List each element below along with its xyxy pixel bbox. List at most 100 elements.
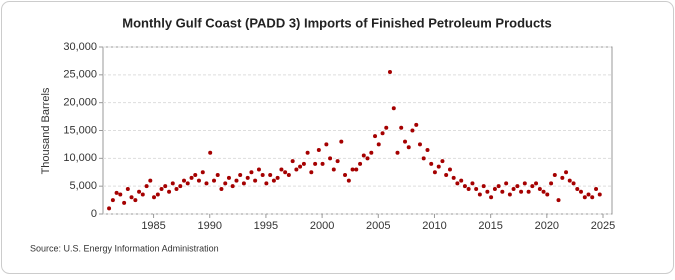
point: [155, 192, 160, 197]
y-tick-label: 25,000: [63, 69, 97, 81]
point: [481, 184, 486, 189]
point: [313, 161, 318, 166]
point: [283, 170, 288, 175]
point: [110, 198, 115, 203]
point: [534, 181, 539, 186]
chart-title: Monthly Gulf Coast (PADD 3) Imports of F…: [122, 15, 552, 30]
point: [376, 142, 381, 147]
point: [537, 186, 542, 191]
point: [391, 106, 396, 111]
point: [268, 173, 273, 178]
x-tick-label: 1985: [141, 220, 165, 232]
point: [301, 161, 306, 166]
point: [515, 184, 520, 189]
point: [552, 173, 557, 178]
x-tick-label: 2015: [478, 220, 502, 232]
point: [549, 181, 554, 186]
point: [522, 181, 527, 186]
point: [114, 190, 119, 195]
point: [440, 159, 445, 164]
x-tick-label: 1990: [198, 220, 222, 232]
y-tick-label: 5,000: [69, 180, 97, 192]
point: [399, 125, 404, 130]
point: [511, 186, 516, 191]
point: [264, 181, 269, 186]
point: [354, 167, 359, 172]
point: [414, 122, 419, 127]
point: [474, 186, 479, 191]
point: [339, 139, 344, 144]
point: [578, 189, 583, 194]
point: [350, 167, 355, 172]
point: [519, 189, 524, 194]
plot-area: [102, 46, 613, 215]
point: [107, 206, 112, 211]
point: [238, 173, 243, 178]
point: [249, 170, 254, 175]
point: [256, 167, 261, 172]
point: [373, 134, 378, 139]
point: [466, 186, 471, 191]
point: [253, 178, 258, 183]
point: [189, 175, 194, 180]
point: [140, 192, 145, 197]
point: [586, 192, 591, 197]
point: [298, 164, 303, 169]
point: [159, 186, 164, 191]
point: [447, 167, 452, 172]
point: [286, 173, 291, 178]
point: [582, 195, 587, 200]
point: [526, 189, 531, 194]
point: [234, 178, 239, 183]
point: [196, 178, 201, 183]
point: [245, 175, 250, 180]
point: [193, 173, 198, 178]
point: [331, 167, 336, 172]
point: [152, 195, 157, 200]
point: [294, 167, 299, 172]
point: [309, 170, 314, 175]
point: [387, 70, 392, 75]
x-tick-label: 2000: [310, 220, 334, 232]
point: [208, 150, 213, 155]
point: [178, 184, 183, 189]
x-tick-label: 2010: [422, 220, 446, 232]
y-axis-label: Thousand Barrels: [40, 87, 52, 174]
point: [369, 150, 374, 155]
x-tick-label: 2005: [366, 220, 390, 232]
point: [122, 200, 127, 205]
point: [395, 150, 400, 155]
point: [436, 164, 441, 169]
point: [571, 181, 576, 186]
y-tick-label: 20,000: [63, 97, 97, 109]
point: [290, 159, 295, 164]
y-tick-label: 15,000: [63, 124, 97, 136]
y-tick-label: 30,000: [63, 41, 97, 53]
point: [118, 192, 123, 197]
point: [275, 175, 280, 180]
point: [380, 131, 385, 136]
point: [219, 186, 224, 191]
point: [425, 147, 430, 152]
point: [496, 184, 501, 189]
point: [410, 128, 415, 133]
point: [462, 184, 467, 189]
point: [417, 142, 422, 147]
point: [271, 178, 276, 183]
point: [223, 181, 228, 186]
point: [507, 192, 512, 197]
point: [403, 139, 408, 144]
point: [174, 186, 179, 191]
point: [324, 142, 329, 147]
point: [204, 181, 209, 186]
point: [279, 167, 284, 172]
point: [200, 170, 205, 175]
point: [575, 186, 580, 191]
point: [489, 195, 494, 200]
point: [444, 173, 449, 178]
point: [477, 192, 482, 197]
point: [335, 159, 340, 164]
point: [597, 192, 602, 197]
point: [451, 175, 456, 180]
